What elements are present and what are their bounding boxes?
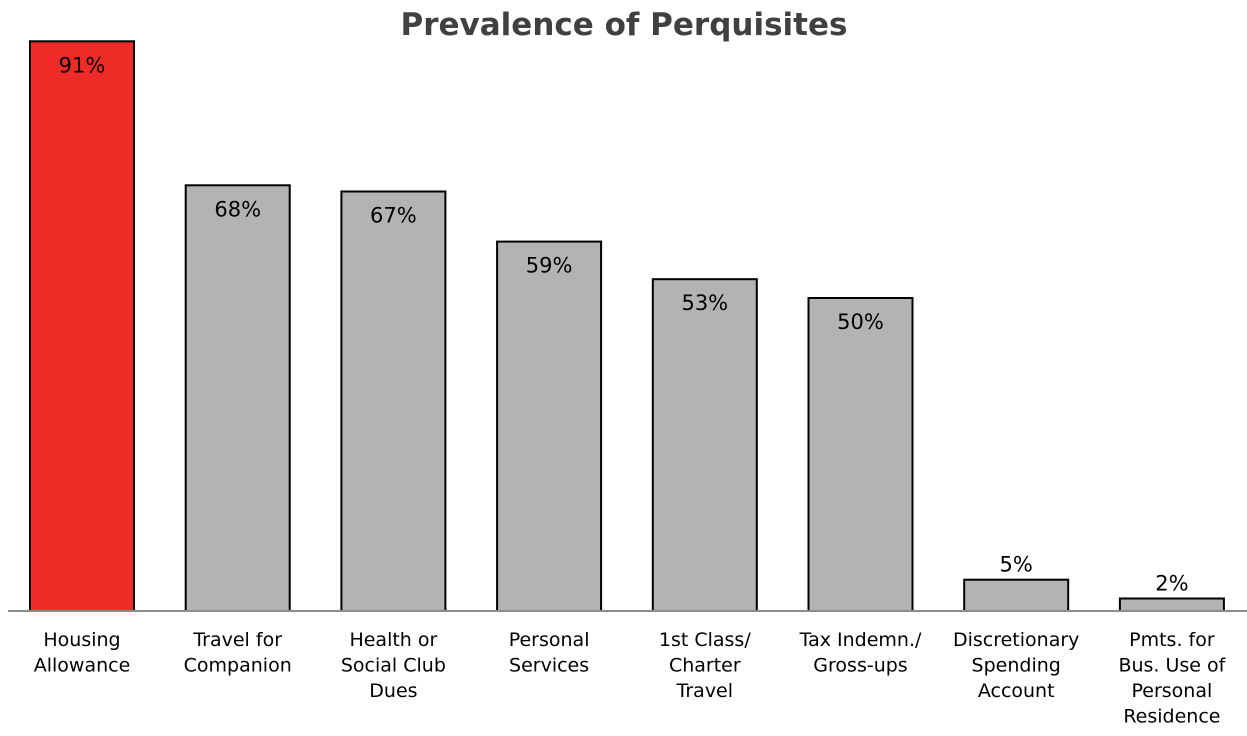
value-label-7: 2% [1155,572,1188,596]
category-label-5: Tax Indemn./ Gross-ups [799,629,922,677]
bar-3 [496,240,603,612]
value-label-0: 91% [59,53,106,77]
value-label-6: 5% [1000,553,1033,577]
value-label-1: 68% [214,197,261,221]
category-label-6-line-0: Discretionary [953,629,1079,651]
value-label-5: 50% [837,310,884,334]
category-label-7-line-2: Personal [1132,680,1213,702]
bar-7 [1118,597,1225,612]
category-label-5-line-1: Gross-ups [813,655,907,677]
bar-1 [184,184,291,613]
category-label-4-line-0: 1st Class/ [659,629,751,651]
category-label-2-line-2: Dues [369,680,417,702]
bar-0 [29,40,135,613]
category-label-7-line-0: Pmts. for [1129,629,1215,651]
category-label-4-line-2: Travel [676,680,733,702]
value-label-3: 59% [526,254,573,278]
category-label-2-line-0: Health or [349,629,437,651]
chart-title: Prevalence of Perquisites [401,7,848,43]
category-label-3-line-1: Services [509,655,589,677]
bar-5 [807,297,914,612]
category-label-2: Health or Social Club Dues [341,629,446,702]
category-label-6-line-1: Spending [972,655,1061,677]
value-label-4: 53% [681,291,728,315]
category-label-7-line-3: Residence [1123,706,1220,728]
category-label-5-line-0: Tax Indemn./ [799,629,922,651]
category-label-6-line-2: Account [978,680,1055,702]
category-label-0-line-0: Housing [43,629,120,651]
category-label-7-line-1: Bus. Use of [1118,655,1226,677]
category-label-3: Personal Services [509,629,590,677]
category-label-7: Pmts. for Bus. Use of Personal Residence [1118,629,1226,728]
category-labels-group: Housing Allowance Travel for Companion Healt… [34,629,1227,728]
category-label-6: Discretionary Spending Account [953,629,1079,702]
category-label-0: Housing Allowance [34,629,131,677]
category-label-0-line-1: Allowance [34,655,131,677]
category-label-1-line-1: Companion [184,655,292,677]
bar-2 [340,190,447,612]
bar-4 [651,278,758,612]
category-label-1: Travel for Companion [184,629,292,677]
bar-6 [963,578,1070,613]
bars-group: 91% 68% 67% 59% 53% 50% 5% 2% [29,40,1225,613]
value-label-2: 67% [370,204,417,228]
category-label-4: 1st Class/Charter Travel [659,629,751,702]
category-label-3-line-0: Personal [509,629,590,651]
category-label-2-line-1: Social Club [341,655,446,677]
category-label-1-line-0: Travel for [192,629,282,651]
category-label-4-line-1: Charter [669,655,741,677]
